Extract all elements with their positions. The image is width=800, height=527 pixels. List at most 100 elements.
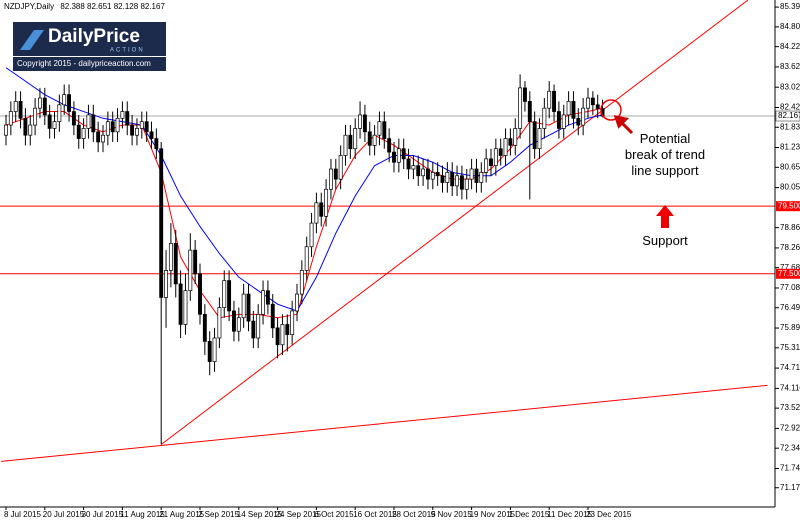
x-tick-label: 9 Nov 2015 [431, 510, 472, 519]
header-low: 82.128 [114, 2, 139, 11]
y-tick-label: 82.420 [780, 103, 800, 112]
candle-body [435, 172, 440, 177]
price-label: 79.500 [778, 201, 800, 210]
candle-body [8, 111, 13, 126]
candle-body [135, 128, 139, 136]
candle-body [299, 270, 304, 295]
y-tick-label: 80.050 [780, 183, 800, 192]
candle-body [275, 327, 280, 346]
candle-body [314, 202, 319, 224]
candle-body [57, 104, 62, 123]
symbol: NZDJPY,Daily [4, 2, 54, 11]
candle-body [382, 121, 387, 139]
candle-body [71, 111, 76, 126]
trend-line [1, 384, 768, 462]
y-tick-label: 84.220 [780, 42, 800, 51]
x-tick-label: 1 Dec 2015 [508, 510, 549, 519]
candle-body [527, 101, 532, 123]
candle-body [23, 117, 28, 136]
candle-body [542, 107, 547, 129]
price-box [776, 268, 800, 279]
candle-body [484, 158, 489, 173]
logo-box [13, 22, 166, 56]
candle-body [358, 114, 363, 129]
candle-body [498, 148, 503, 156]
candle-body [101, 134, 105, 143]
x-tick-label: 16 Oct 2015 [353, 510, 397, 519]
candle-body [440, 175, 445, 183]
candle-body [392, 151, 396, 163]
candle-body [522, 87, 527, 102]
candle-body [445, 172, 450, 183]
candle-body [353, 128, 358, 150]
y-tick-label: 75.895 [780, 323, 800, 332]
candle-body [571, 101, 576, 119]
candle-body [217, 307, 222, 339]
candle-body [416, 165, 421, 177]
annotation: Support [642, 233, 688, 248]
candle-body [377, 121, 382, 136]
y-tick-label: 83.020 [780, 82, 800, 91]
y-tick-label: 72.925 [780, 424, 800, 433]
candle-body [576, 117, 581, 126]
y-tick-label: 73.525 [780, 403, 800, 412]
candle-body [324, 188, 329, 217]
logo-icon [20, 30, 44, 50]
candle-body [47, 114, 52, 129]
candle-body [62, 94, 67, 106]
candle-body [309, 222, 314, 248]
candle-body [489, 158, 493, 166]
candle-body [76, 124, 81, 139]
candle-body [319, 202, 324, 217]
y-tick-label: 78.265 [780, 243, 800, 252]
candle-body [566, 101, 571, 116]
candle-body [130, 124, 135, 136]
candle-body [455, 175, 460, 187]
candle-body [4, 124, 8, 136]
x-tick-label: 11 Dec 2015 [547, 510, 592, 519]
logo-brand: DailyPrice [48, 26, 140, 47]
candle-body [595, 104, 600, 109]
candle-body [81, 128, 86, 139]
candle-body [285, 324, 290, 335]
candle-body [343, 134, 348, 156]
x-tick-label: 28 Oct 2015 [392, 510, 436, 519]
x-tick-label: 23 Dec 2015 [586, 510, 632, 519]
candle-body [561, 114, 566, 129]
candle-body [479, 172, 484, 183]
annotation: Potential break of trend line support [625, 131, 705, 178]
candle-body [110, 121, 115, 133]
x-tick-label: 24 Sep 2015 [276, 510, 322, 519]
candle-body [193, 249, 198, 275]
candle-body [256, 313, 261, 339]
moving-average [5, 67, 603, 312]
candle-body [173, 243, 178, 285]
candle-body [202, 313, 207, 342]
x-tick-label: 20 Jul 2015 [43, 510, 85, 519]
candle-body [493, 148, 498, 166]
annotation-marks [600, 99, 674, 228]
price-label: 82.167 [778, 111, 800, 120]
candle-body [96, 131, 101, 143]
candle-body [411, 165, 416, 170]
candle-body [207, 341, 212, 363]
candle-body [212, 337, 217, 363]
copyright-box [13, 57, 166, 71]
candle-body [552, 90, 557, 112]
candle-body [290, 310, 295, 335]
candle-body [537, 128, 542, 150]
candle-body [304, 246, 309, 271]
header: NZDJPY,Daily 82.388 82.651 82.128 82.167 [4, 2, 165, 11]
x-tick-label: 8 Jul 2015 [4, 510, 41, 519]
y-tick-label: 81.235 [780, 143, 800, 152]
candle-body [508, 138, 513, 146]
candle-body [581, 107, 586, 126]
candle-body [105, 121, 110, 136]
candle-body [164, 270, 168, 298]
candle-body [421, 168, 426, 177]
candle-body [236, 317, 241, 332]
candle-body [188, 249, 193, 292]
y-tick-label: 75.310 [780, 343, 800, 352]
